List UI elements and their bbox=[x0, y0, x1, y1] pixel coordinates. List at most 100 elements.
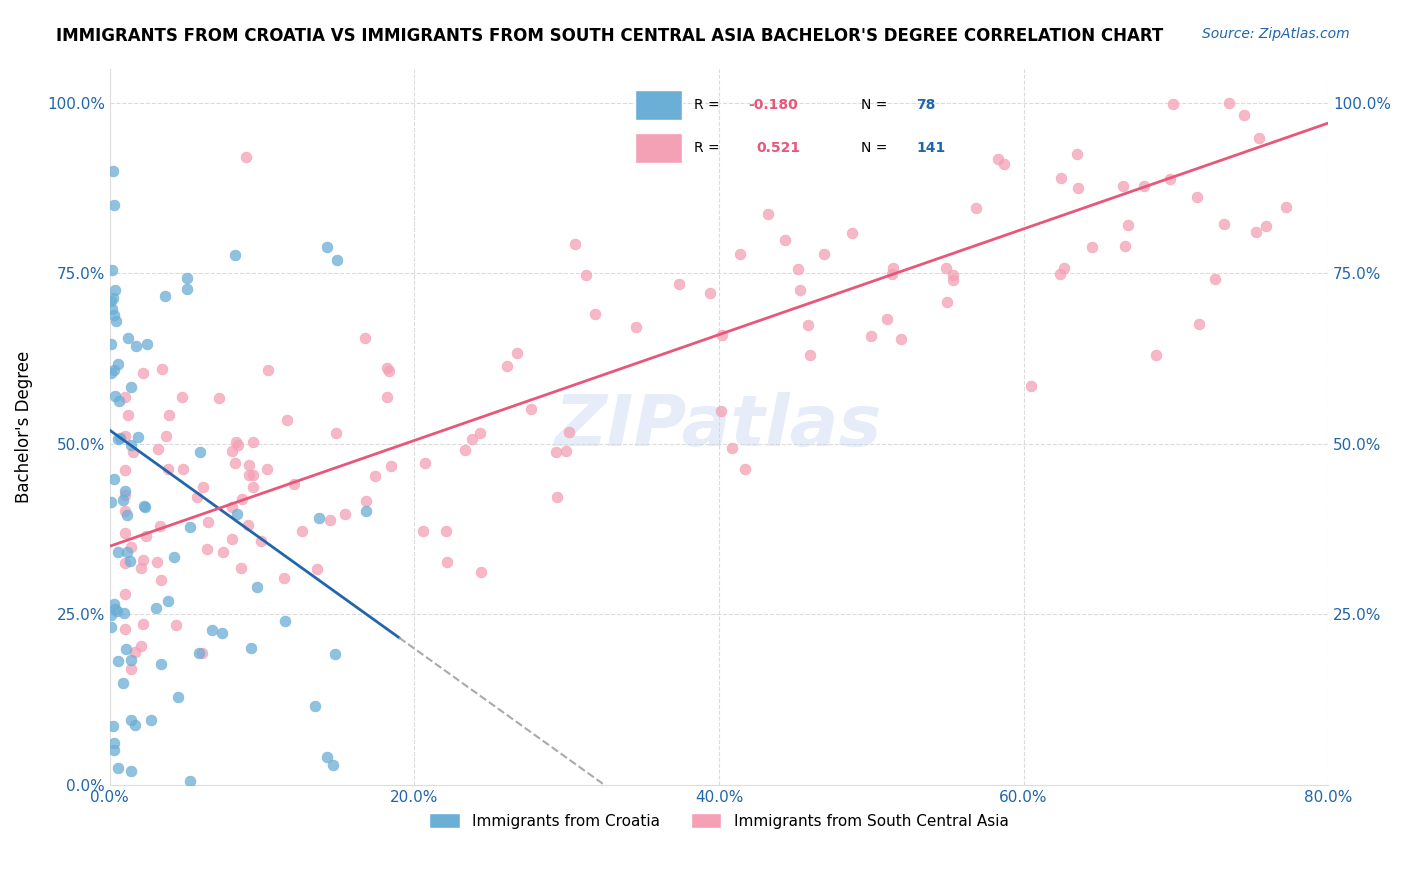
Point bbox=[557, 425, 579, 439]
Point bbox=[583, 307, 606, 321]
Point bbox=[129, 561, 152, 575]
Point bbox=[186, 490, 208, 504]
Point bbox=[129, 640, 152, 654]
Point bbox=[188, 445, 211, 459]
Point bbox=[117, 408, 139, 422]
Point bbox=[993, 157, 1015, 171]
Y-axis label: Bachelor's Degree: Bachelor's Degree bbox=[15, 351, 32, 503]
Point bbox=[114, 483, 136, 498]
Point bbox=[107, 432, 129, 446]
Point bbox=[103, 308, 125, 322]
Point bbox=[711, 327, 734, 342]
Point bbox=[179, 774, 201, 789]
Point bbox=[108, 431, 131, 445]
Point bbox=[734, 462, 756, 476]
Point bbox=[111, 492, 134, 507]
Point bbox=[224, 456, 246, 470]
Point bbox=[242, 468, 264, 483]
Point bbox=[1053, 261, 1076, 276]
Point bbox=[111, 676, 134, 690]
Point bbox=[935, 261, 957, 276]
Point bbox=[127, 430, 149, 444]
Point bbox=[1212, 217, 1234, 231]
Point bbox=[103, 743, 125, 757]
Point bbox=[197, 515, 219, 529]
Point bbox=[195, 541, 218, 556]
Point bbox=[170, 390, 193, 404]
Point bbox=[172, 462, 194, 476]
Point bbox=[728, 247, 751, 261]
Point bbox=[882, 268, 904, 282]
Point bbox=[100, 495, 122, 509]
Point bbox=[1050, 171, 1073, 186]
Point bbox=[107, 761, 129, 775]
Point bbox=[104, 314, 127, 328]
Point bbox=[413, 456, 436, 470]
Point bbox=[942, 268, 965, 282]
Point bbox=[375, 390, 398, 404]
Point bbox=[145, 600, 167, 615]
Point bbox=[101, 291, 124, 305]
Point bbox=[236, 518, 259, 533]
Point bbox=[1114, 239, 1136, 253]
Legend: Immigrants from Croatia, Immigrants from South Central Asia: Immigrants from Croatia, Immigrants from… bbox=[423, 806, 1015, 835]
Point bbox=[122, 445, 145, 459]
Point bbox=[115, 545, 138, 559]
Point bbox=[876, 312, 898, 326]
Point bbox=[965, 201, 987, 215]
Point bbox=[377, 364, 399, 378]
Point bbox=[100, 620, 122, 634]
Point bbox=[101, 164, 124, 178]
Point bbox=[454, 443, 477, 458]
Point bbox=[797, 318, 820, 332]
Point bbox=[315, 240, 337, 254]
Point bbox=[100, 366, 122, 380]
Point bbox=[120, 380, 142, 394]
Point bbox=[120, 653, 142, 667]
Point bbox=[789, 283, 811, 297]
Point bbox=[112, 607, 135, 621]
Point bbox=[225, 434, 247, 449]
Point bbox=[1159, 171, 1181, 186]
Point bbox=[546, 491, 568, 505]
Point bbox=[520, 402, 543, 417]
Point bbox=[1256, 219, 1278, 234]
Point bbox=[375, 361, 398, 376]
Point bbox=[107, 394, 129, 409]
Point bbox=[308, 511, 330, 525]
Point bbox=[157, 408, 180, 422]
Point bbox=[799, 348, 821, 362]
Point bbox=[1067, 180, 1090, 194]
Point bbox=[325, 425, 347, 440]
Point bbox=[153, 289, 176, 303]
Point bbox=[1244, 225, 1267, 239]
Point bbox=[176, 270, 198, 285]
Point bbox=[1204, 272, 1226, 286]
Point bbox=[354, 503, 377, 517]
Point bbox=[100, 337, 122, 351]
Point bbox=[231, 492, 253, 507]
Point bbox=[135, 529, 157, 543]
Point bbox=[235, 150, 257, 164]
Point bbox=[564, 236, 586, 251]
Point bbox=[710, 404, 733, 418]
Point bbox=[103, 598, 125, 612]
Point bbox=[124, 718, 146, 732]
Point bbox=[380, 459, 402, 474]
Point bbox=[114, 622, 136, 636]
Point bbox=[304, 698, 326, 713]
Point bbox=[756, 207, 779, 221]
Point bbox=[1249, 130, 1271, 145]
Point bbox=[103, 362, 125, 376]
Point bbox=[107, 544, 129, 558]
Point bbox=[120, 540, 142, 554]
Point bbox=[114, 525, 136, 540]
Point bbox=[276, 412, 298, 426]
Point bbox=[335, 507, 357, 521]
Point bbox=[496, 359, 519, 373]
Point bbox=[104, 389, 127, 403]
Point bbox=[105, 605, 128, 619]
Point bbox=[125, 339, 148, 353]
Point bbox=[468, 425, 491, 440]
Point bbox=[273, 571, 295, 585]
